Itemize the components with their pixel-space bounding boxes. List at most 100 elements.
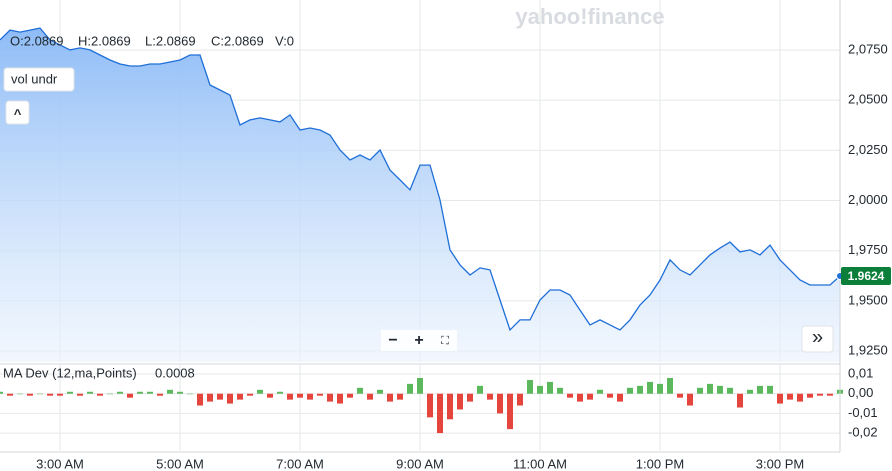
ma-dev-bar [77, 393, 83, 396]
scroll-button[interactable]: » [801, 325, 834, 353]
indicator-title: MA Dev (12,ma,Points) [3, 365, 137, 380]
ma-dev-bar [787, 393, 793, 400]
ma-dev-bar [67, 391, 73, 394]
ma-dev-bar [407, 383, 413, 394]
ma-dev-bar [627, 387, 633, 394]
ma-dev-bar [237, 393, 243, 400]
x-tick-label: 7:00 AM [276, 456, 324, 471]
x-tick-label: 3:00 PM [756, 456, 804, 471]
y-tick-label: 1,9500 [848, 292, 888, 307]
ma-dev-bar [387, 393, 393, 402]
zoom-out[interactable]: − [388, 332, 397, 349]
ma-dev-bar [357, 387, 363, 394]
ma-dev-bar [227, 393, 233, 404]
y-tick-label: -0,01 [848, 405, 878, 420]
ma-dev-bar [7, 393, 13, 396]
ma-dev-bar [327, 393, 333, 402]
ma-dev-bar [587, 393, 593, 400]
ma-dev-bar [637, 385, 643, 394]
x-tick-label: 11:00 AM [513, 456, 567, 471]
ma-dev-bar [267, 393, 273, 398]
ma-dev-bar [117, 391, 123, 394]
ma-dev-bar [517, 393, 523, 406]
ma-dev-bar [47, 393, 53, 396]
ma-dev-bar [597, 389, 603, 394]
ma-dev-bar [687, 393, 693, 406]
ma-dev-bar [707, 383, 713, 394]
ma-dev-bar [487, 393, 493, 400]
y-tick-label: 1,9250 [848, 342, 888, 357]
ma-dev-bar [497, 393, 503, 414]
ohlc-low: L:2.0869 [145, 33, 196, 48]
ma-dev-bar [17, 393, 23, 395]
ma-dev-bar [437, 393, 443, 434]
ma-dev-bar [527, 379, 533, 394]
ma-dev-bar [107, 393, 113, 395]
scroll-box[interactable] [801, 325, 834, 353]
ma-dev-bar [607, 393, 613, 398]
ma-dev-bar [187, 393, 193, 395]
ma-dev-bar [57, 393, 63, 396]
x-tick-label: 5:00 AM [156, 456, 204, 471]
ma-dev-bar [817, 393, 823, 396]
ma-dev-bar [577, 393, 583, 402]
ma-dev-bar [197, 393, 203, 406]
ma-dev-bar [757, 385, 763, 394]
zoom-controls: − + ⛶ [381, 330, 457, 351]
indicator-value: 0.0008 [155, 365, 195, 380]
ma-dev-bar [177, 391, 183, 394]
ma-dev-bar [657, 383, 663, 394]
ma-dev-bar [377, 389, 383, 394]
watermark: yahoo!finance [515, 4, 664, 29]
ohlc-close: C:2.0869 [211, 33, 264, 48]
y-tick-label: 2,0250 [848, 142, 888, 157]
ma-dev-bar [737, 393, 743, 408]
ma-dev-bar [167, 389, 173, 394]
ma-dev-bar [367, 393, 373, 400]
fullscreen[interactable]: ⛶ [441, 335, 449, 347]
x-tick-label: 9:00 AM [396, 456, 444, 471]
y-tick-label: -0,02 [848, 425, 878, 440]
collapse-box[interactable] [5, 100, 30, 125]
y-tick-label: 2,0000 [848, 192, 888, 207]
last-price-badge [841, 266, 891, 285]
collapse-label[interactable]: ^ [14, 106, 22, 121]
vol-button-label[interactable]: vol undr [11, 71, 58, 86]
ma-dev-bar [127, 393, 133, 398]
y-tick-label: 2,0500 [848, 92, 888, 107]
indicator-legend: MA Dev (12,ma,Points) 0.0008 [3, 365, 195, 380]
ma-dev-bar [797, 393, 803, 402]
ma-dev-bar [727, 387, 733, 394]
ma-dev-bar [467, 393, 473, 402]
zoom-in[interactable]: + [414, 332, 423, 349]
ma-dev-bar [217, 393, 223, 400]
ma-dev-bar [0, 391, 3, 394]
scroll-label[interactable]: » [812, 326, 823, 348]
ma-dev-bar [447, 393, 453, 420]
ohlc-open: O:2.0869 [10, 33, 64, 48]
ma-dev-bar [777, 393, 783, 404]
ma-dev-bar [307, 393, 313, 400]
ma-dev-bar [507, 393, 513, 430]
ma-dev-bar [97, 393, 103, 396]
ma-dev-bar [747, 389, 753, 394]
vol-button[interactable]: vol undr [3, 67, 75, 92]
y-tick-label: 0,01 [848, 365, 873, 380]
plot [0, 27, 843, 434]
ma-dev-bar [277, 391, 283, 394]
ma-dev-bar [567, 393, 573, 398]
ma-dev-bar [557, 387, 563, 394]
price-area [0, 28, 840, 362]
vol-button-box[interactable] [3, 67, 75, 92]
x-tick-label: 3:00 AM [36, 456, 84, 471]
ohlc-volume: V:0 [275, 33, 294, 48]
ohlc: O:2.0869 H:2.0869 L:2.0869 C:2.0869 V:0 [10, 33, 294, 48]
ma-dev-bar [767, 385, 773, 394]
ma-dev-bar [457, 393, 463, 410]
collapse-button[interactable]: ^ [5, 100, 30, 125]
ma-dev-bar [147, 391, 153, 394]
ma-dev-bar [137, 391, 143, 394]
ma-dev-bar [37, 393, 43, 395]
ma-dev-bar [477, 385, 483, 394]
